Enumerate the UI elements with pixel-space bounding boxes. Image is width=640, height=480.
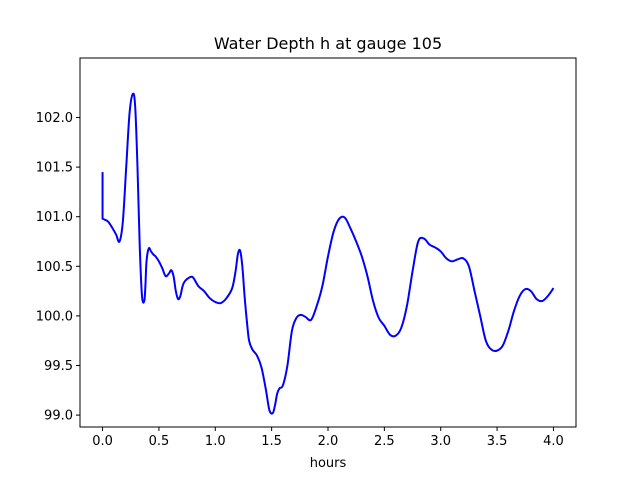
x-tick-label: 4.0 [543,434,564,449]
x-tick-label: 1.0 [205,434,226,449]
y-tick-label: 100.5 [36,260,73,275]
y-tick-label: 99.0 [44,409,73,424]
x-tick-label: 3.5 [487,434,508,449]
y-tick-label: 99.5 [44,359,73,374]
y-tick-label: 101.5 [36,161,73,176]
y-tick-label: 100.0 [36,309,73,324]
x-tick-label: 0.0 [92,434,113,449]
x-tick-label: 3.0 [430,434,451,449]
series-line-0 [101,92,555,415]
x-tick-label: 2.5 [374,434,395,449]
x-axis: 0.0 0.5 1.0 1.5 2.0 2.5 3.0 3.5 4.0 [92,427,564,449]
y-axis: 99.0 99.5 100.0 100.5 101.0 101.5 102.0 [36,111,80,424]
x-tick-label: 0.5 [149,434,170,449]
x-tick-label: 1.5 [261,434,282,449]
series-layer [101,92,555,415]
y-tick-label: 102.0 [36,111,73,126]
x-tick-label: 2.0 [318,434,339,449]
chart-title: Water Depth h at gauge 105 [214,34,442,53]
x-axis-label: hours [310,456,347,471]
y-tick-label: 101.0 [36,210,73,225]
